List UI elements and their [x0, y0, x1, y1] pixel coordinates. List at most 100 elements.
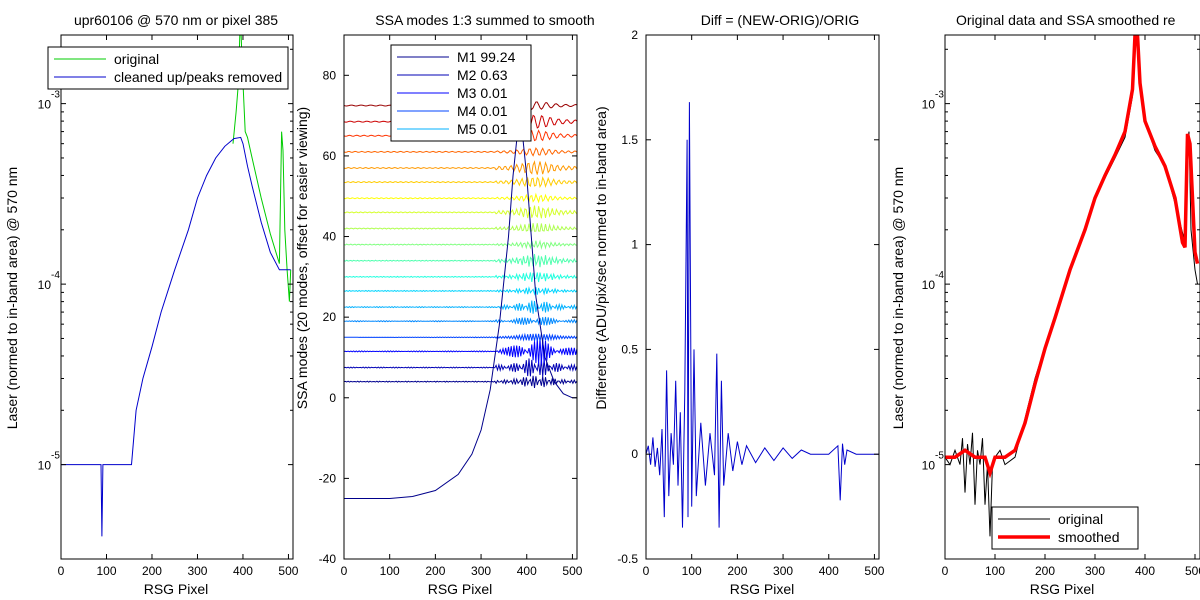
panel-2-legend-label: M5 0.01 — [457, 121, 508, 137]
mode-line — [344, 300, 577, 314]
y-tick-label-exp: -3 — [51, 90, 60, 101]
panel-1-title: upr60106 @ 570 nm or pixel 385 — [74, 12, 278, 28]
panel-4-legend-label: smoothed — [1058, 529, 1119, 545]
panel-2-xlabel: RSG Pixel — [428, 581, 493, 597]
panel-4-legend-label: original — [1058, 511, 1103, 527]
x-tick-label: 200 — [1035, 564, 1055, 578]
y-tick-label-base: 10 — [38, 278, 52, 292]
mode-line — [344, 239, 577, 250]
panel-1-legend-label: cleaned up/peaks removed — [114, 69, 282, 85]
mode-line — [344, 316, 577, 326]
y-tick-label: 60 — [323, 149, 337, 163]
y-tick-label: 20 — [323, 310, 337, 324]
mode-line — [344, 338, 577, 365]
x-tick-label: 300 — [1085, 564, 1105, 578]
series-smoothed-line — [945, 35, 1200, 479]
mode-line — [344, 271, 577, 283]
x-tick-label: 0 — [942, 564, 949, 578]
mode-1-line — [344, 121, 577, 499]
mode-line — [344, 222, 577, 232]
x-tick-label: 0 — [643, 564, 650, 578]
y-tick-label-base: 10 — [38, 98, 52, 112]
x-tick-label: 500 — [1185, 564, 1200, 578]
y-tick-label: -20 — [319, 471, 337, 485]
x-tick-label: 100 — [985, 564, 1005, 578]
plot-frame — [343, 34, 578, 560]
y-tick-label-exp: -5 — [51, 451, 60, 462]
series-original-line — [232, 35, 292, 302]
x-tick-label: 500 — [278, 564, 298, 578]
y-tick-label: 2 — [631, 28, 638, 42]
plot-frame — [60, 34, 294, 560]
x-tick-label: 300 — [187, 564, 207, 578]
mode-line — [344, 286, 577, 296]
panel-3-xlabel: RSG Pixel — [730, 581, 795, 597]
y-tick-label: 0.5 — [621, 342, 638, 356]
x-tick-label: 100 — [682, 564, 702, 578]
mode-line — [344, 176, 577, 189]
panel-2-legend-label: M4 0.01 — [457, 103, 508, 119]
x-tick-label: 400 — [233, 564, 253, 578]
panel-2-plot: 0 100 200 300 400 500 -40 -20 0 20 40 60 80 M1 99.24 M… — [319, 34, 583, 578]
panel-4-ylabel: Laser (normed to in-band area) @ 570 nm — [890, 167, 906, 429]
panel-1-plot: 0 100 200 300 400 50010-510-410-3originalclea… — [38, 34, 299, 578]
panel-1-xlabel: RSG Pixel — [144, 581, 209, 597]
y-tick-label-base: 10 — [922, 459, 936, 473]
y-tick-label-exp: -3 — [935, 90, 944, 101]
y-tick-label: 0 — [631, 447, 638, 461]
panel-2-legend-label: M1 99.24 — [457, 49, 516, 65]
difference-line — [646, 102, 879, 528]
panel-1-ylabel: Laser (normed to in-band area) @ 570 nm — [4, 167, 20, 429]
x-tick-label: 200 — [727, 564, 747, 578]
y-tick-label: 1 — [631, 238, 638, 252]
x-tick-label: 100 — [380, 564, 400, 578]
y-tick-label: 80 — [323, 68, 337, 82]
mode-line — [344, 332, 577, 342]
panel-3-title: Diff = (NEW-ORIG)/ORIG — [701, 12, 860, 28]
y-tick-label: 1.5 — [621, 133, 638, 147]
panel-3-plot: 0 100 200 300 400 500 -0.5 0 0.5 1 1.5 2 — [617, 28, 884, 578]
y-tick-label-base: 10 — [922, 278, 936, 292]
panel-2-ylabel: SSA modes (20 modes, offset for easier v… — [294, 107, 310, 409]
panel-2-legend-label: M2 0.63 — [457, 67, 508, 83]
x-tick-label: 200 — [425, 564, 445, 578]
y-tick-label: -0.5 — [617, 552, 638, 566]
mode-line — [344, 205, 577, 219]
panel-4-title: Original data and SSA smoothed re — [956, 12, 1176, 28]
x-tick-label: 300 — [471, 564, 491, 578]
plot-frame — [645, 34, 880, 560]
panel-4-legend-box — [991, 506, 1139, 550]
panel-4-plot: 010020030040050010-510-410-3originalsmoo… — [922, 34, 1200, 578]
y-tick-label-exp: -4 — [51, 270, 60, 281]
series-cleaned-line — [61, 136, 291, 537]
x-tick-label: 400 — [517, 564, 537, 578]
x-tick-label: 0 — [58, 564, 65, 578]
panel-4-xlabel: RSG Pixel — [1030, 581, 1095, 597]
mode-line — [344, 375, 577, 388]
plot-frame — [944, 34, 1200, 560]
mode-line — [344, 358, 577, 377]
x-tick-label: 300 — [773, 564, 793, 578]
mode-line — [344, 160, 577, 175]
y-tick-label-base: 10 — [38, 459, 52, 473]
x-tick-label: 500 — [562, 564, 582, 578]
x-tick-label: 400 — [1135, 564, 1155, 578]
mode-line — [344, 192, 577, 204]
x-tick-label: 0 — [341, 564, 348, 578]
x-tick-label: 500 — [864, 564, 884, 578]
panel-2-title: SSA modes 1:3 summed to smooth — [375, 12, 594, 28]
y-tick-label: -40 — [319, 552, 337, 566]
y-tick-label-exp: -4 — [935, 270, 944, 281]
y-tick-label-exp: -5 — [935, 451, 944, 462]
y-tick-label: 40 — [323, 230, 337, 244]
x-tick-label: 400 — [819, 564, 839, 578]
panel-2-legend-label: M3 0.01 — [457, 85, 508, 101]
panel-3-ylabel: Difference (ADU/pix/sec normed to in-ban… — [593, 106, 609, 409]
x-tick-label: 200 — [142, 564, 162, 578]
panel-1-legend-box — [47, 46, 289, 90]
panel-1-legend-label: original — [114, 51, 159, 67]
mode-line — [344, 147, 577, 157]
mode-line — [344, 254, 577, 268]
y-tick-label-base: 10 — [922, 98, 936, 112]
